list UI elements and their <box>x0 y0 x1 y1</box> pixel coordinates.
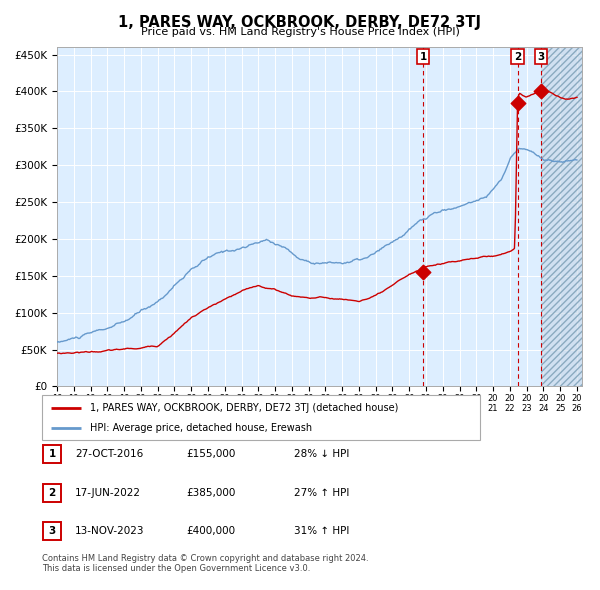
Text: 3: 3 <box>538 52 545 62</box>
Text: £400,000: £400,000 <box>186 526 235 536</box>
Bar <box>541 47 582 386</box>
Text: 13-NOV-2023: 13-NOV-2023 <box>75 526 145 536</box>
Text: 27% ↑ HPI: 27% ↑ HPI <box>294 488 349 497</box>
Text: 31% ↑ HPI: 31% ↑ HPI <box>294 526 349 536</box>
Text: 3: 3 <box>49 526 56 536</box>
Text: £385,000: £385,000 <box>186 488 235 497</box>
Text: 2: 2 <box>49 488 56 497</box>
Text: Price paid vs. HM Land Registry's House Price Index (HPI): Price paid vs. HM Land Registry's House … <box>140 27 460 37</box>
Text: 1, PARES WAY, OCKBROOK, DERBY, DE72 3TJ (detached house): 1, PARES WAY, OCKBROOK, DERBY, DE72 3TJ … <box>90 403 398 412</box>
Text: 1: 1 <box>49 450 56 459</box>
Text: 27-OCT-2016: 27-OCT-2016 <box>75 450 143 459</box>
Text: HPI: Average price, detached house, Erewash: HPI: Average price, detached house, Erew… <box>90 424 313 434</box>
Text: Contains HM Land Registry data © Crown copyright and database right 2024.
This d: Contains HM Land Registry data © Crown c… <box>42 554 368 573</box>
Text: £155,000: £155,000 <box>186 450 235 459</box>
Text: 2: 2 <box>514 52 521 62</box>
Point <box>513 98 523 107</box>
Text: 1, PARES WAY, OCKBROOK, DERBY, DE72 3TJ: 1, PARES WAY, OCKBROOK, DERBY, DE72 3TJ <box>119 15 482 30</box>
Text: 1: 1 <box>419 52 427 62</box>
Point <box>536 87 546 96</box>
Point <box>418 267 428 277</box>
Text: 28% ↓ HPI: 28% ↓ HPI <box>294 450 349 459</box>
Text: 17-JUN-2022: 17-JUN-2022 <box>75 488 141 497</box>
Bar <box>541 47 582 386</box>
